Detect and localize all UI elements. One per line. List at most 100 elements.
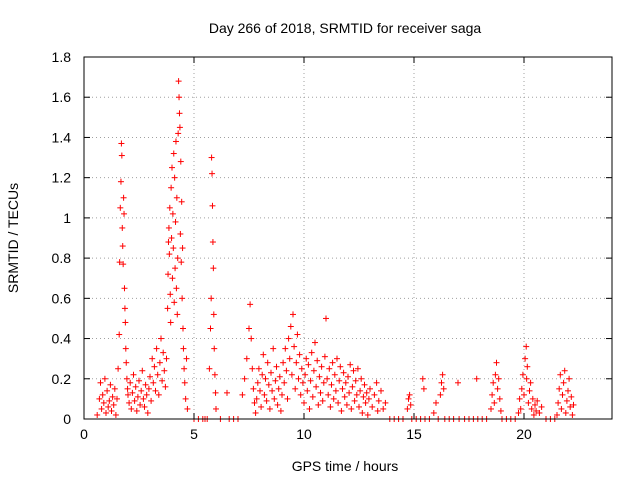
data-point xyxy=(294,331,301,338)
data-point xyxy=(251,399,258,406)
data-point xyxy=(159,377,166,384)
data-point xyxy=(224,389,230,396)
y-tick-label: 1 xyxy=(63,210,71,226)
data-point xyxy=(247,301,254,308)
data-point xyxy=(378,387,384,394)
data-point xyxy=(178,198,185,205)
data-point xyxy=(491,399,498,406)
data-point xyxy=(118,140,125,147)
data-point xyxy=(351,397,358,404)
data-point xyxy=(175,78,182,85)
data-point xyxy=(345,373,351,380)
data-point xyxy=(180,325,186,332)
data-point xyxy=(563,397,570,404)
data-point xyxy=(349,383,356,390)
data-point xyxy=(117,204,124,211)
data-point xyxy=(171,174,178,181)
data-point xyxy=(555,399,562,406)
data-point xyxy=(103,409,109,416)
data-point xyxy=(167,291,174,298)
data-point xyxy=(496,395,503,402)
data-point xyxy=(122,319,129,326)
data-point xyxy=(354,365,361,372)
data-point xyxy=(562,409,569,416)
data-point xyxy=(352,377,359,384)
data-point xyxy=(100,399,107,406)
data-point xyxy=(130,371,137,378)
data-point xyxy=(525,399,532,406)
data-point xyxy=(141,403,148,410)
data-point xyxy=(293,359,300,366)
data-point xyxy=(99,391,106,398)
data-point xyxy=(150,379,157,386)
data-point xyxy=(559,391,566,398)
data-point xyxy=(246,325,252,332)
data-point xyxy=(373,379,380,386)
data-point xyxy=(284,395,291,402)
data-point xyxy=(94,411,101,418)
data-point xyxy=(126,399,133,406)
data-point xyxy=(180,345,187,352)
data-point xyxy=(112,411,119,418)
data-point xyxy=(321,353,328,360)
data-point xyxy=(261,391,268,398)
data-point xyxy=(213,405,219,412)
data-point xyxy=(296,351,303,358)
data-point xyxy=(209,170,216,177)
data-point xyxy=(172,265,179,272)
data-point xyxy=(179,295,186,302)
data-point xyxy=(341,393,348,400)
data-point xyxy=(98,405,105,412)
data-point xyxy=(363,389,370,396)
data-point xyxy=(119,224,126,231)
data-point xyxy=(182,395,189,402)
data-point xyxy=(165,239,172,246)
data-point xyxy=(252,409,259,416)
data-point xyxy=(156,359,163,366)
data-point xyxy=(375,397,382,404)
data-point xyxy=(527,379,534,386)
data-point xyxy=(361,381,368,388)
data-point xyxy=(327,403,334,410)
data-point xyxy=(107,381,114,388)
x-tick-labels: 0 5 10 15 20 xyxy=(80,426,532,442)
data-point xyxy=(165,271,172,278)
data-point xyxy=(137,401,144,408)
data-point xyxy=(523,343,530,350)
data-point xyxy=(109,393,116,400)
data-point xyxy=(357,387,364,394)
data-point xyxy=(359,409,366,416)
data-point xyxy=(534,397,541,404)
data-point xyxy=(101,375,108,382)
data-point xyxy=(317,389,324,396)
data-point xyxy=(328,381,335,388)
x-tick-label: 15 xyxy=(406,426,422,442)
data-point xyxy=(258,403,265,410)
data-point xyxy=(209,202,216,209)
data-point xyxy=(120,194,127,201)
x-axis-label: GPS time / hours xyxy=(292,458,399,474)
data-point xyxy=(337,363,344,370)
data-point xyxy=(114,395,120,402)
data-point xyxy=(253,395,260,402)
data-point xyxy=(295,375,302,382)
data-point xyxy=(339,385,346,392)
data-point xyxy=(331,371,338,378)
data-point xyxy=(260,351,267,358)
data-point xyxy=(489,391,496,398)
data-point xyxy=(96,395,103,402)
data-point xyxy=(110,401,117,408)
data-point xyxy=(120,261,127,268)
data-point xyxy=(160,349,167,356)
data-point xyxy=(364,411,371,418)
data-point xyxy=(127,379,134,386)
data-point xyxy=(492,371,499,378)
data-point xyxy=(556,385,563,392)
data-point xyxy=(319,397,326,404)
data-point xyxy=(173,285,180,292)
data-point xyxy=(280,359,287,366)
data-point xyxy=(276,373,283,380)
data-point xyxy=(277,407,284,414)
data-point xyxy=(526,387,533,394)
